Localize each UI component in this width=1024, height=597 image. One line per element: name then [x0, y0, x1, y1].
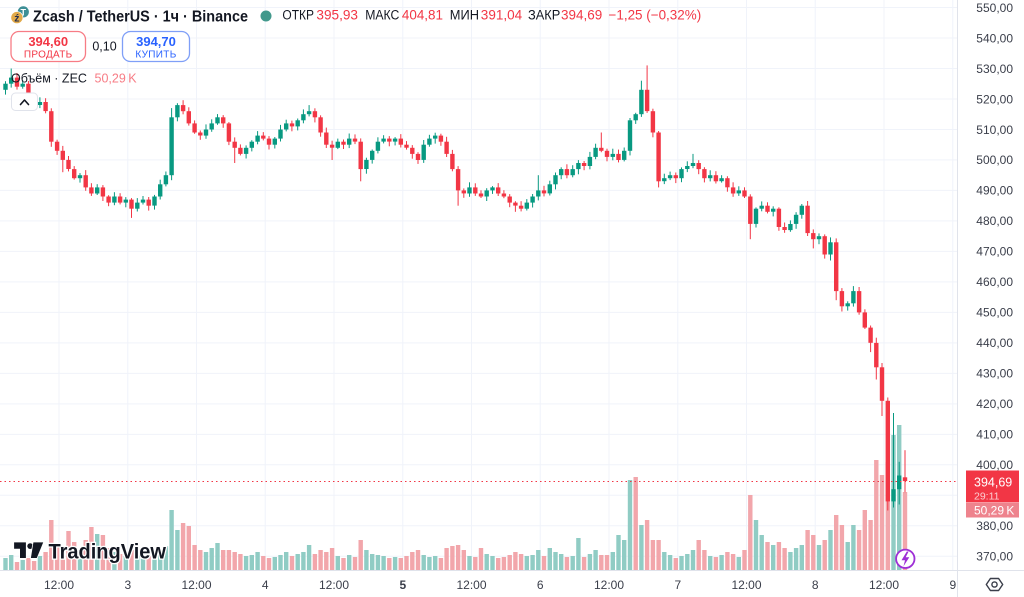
- svg-text:395,93: 395,93: [316, 8, 358, 23]
- svg-text:6: 6: [537, 578, 544, 592]
- svg-text:430,00: 430,00: [976, 367, 1013, 381]
- svg-text:7: 7: [674, 578, 681, 592]
- svg-text:12:00: 12:00: [456, 578, 486, 592]
- svg-text:550,00: 550,00: [976, 1, 1013, 15]
- svg-text:394,69: 394,69: [974, 476, 1012, 490]
- svg-text:ЗАКР: ЗАКР: [528, 8, 560, 23]
- svg-text:440,00: 440,00: [976, 336, 1013, 350]
- svg-text:Zcash / TetherUS · 1ч · Binanc: Zcash / TetherUS · 1ч · Binance: [33, 9, 248, 26]
- svg-text:МАКС: МАКС: [365, 8, 399, 23]
- svg-text:12:00: 12:00: [731, 578, 761, 592]
- svg-text:12:00: 12:00: [594, 578, 624, 592]
- svg-text:400,00: 400,00: [976, 458, 1013, 472]
- svg-text:8: 8: [812, 578, 819, 592]
- svg-text:370,00: 370,00: [976, 550, 1013, 564]
- svg-text:540,00: 540,00: [976, 31, 1013, 45]
- svg-text:404,81: 404,81: [402, 8, 443, 23]
- svg-text:12:00: 12:00: [869, 578, 899, 592]
- svg-text:ź: ź: [14, 12, 19, 24]
- svg-text:460,00: 460,00: [976, 275, 1013, 289]
- svg-text:391,04: 391,04: [481, 8, 523, 23]
- svg-text:410,00: 410,00: [976, 428, 1013, 442]
- svg-text:МИН: МИН: [450, 8, 479, 23]
- svg-text:394,69: 394,69: [561, 8, 602, 23]
- svg-text:ОТКР: ОТКР: [282, 8, 314, 23]
- svg-text:394,60: 394,60: [28, 34, 68, 49]
- svg-text:450,00: 450,00: [976, 306, 1013, 320]
- svg-text:9: 9: [949, 578, 956, 592]
- svg-text:530,00: 530,00: [976, 62, 1013, 76]
- svg-text:3: 3: [124, 578, 131, 592]
- svg-text:TradingView: TradingView: [49, 541, 167, 564]
- svg-text:394,70: 394,70: [136, 34, 176, 49]
- svg-text:Объём · ZEC: Объём · ZEC: [11, 72, 87, 86]
- svg-text:380,00: 380,00: [976, 519, 1013, 533]
- svg-text:520,00: 520,00: [976, 92, 1013, 106]
- svg-text:29:11: 29:11: [974, 491, 1000, 503]
- svg-text:4: 4: [262, 578, 269, 592]
- svg-text:ПРОДАТЬ: ПРОДАТЬ: [24, 50, 73, 61]
- svg-text:490,00: 490,00: [976, 184, 1013, 198]
- svg-text:420,00: 420,00: [976, 397, 1013, 411]
- svg-text:50,29 K: 50,29 K: [95, 72, 138, 86]
- svg-text:T: T: [21, 7, 27, 17]
- svg-text:12:00: 12:00: [319, 578, 349, 592]
- svg-text:500,00: 500,00: [976, 153, 1013, 167]
- svg-text:12:00: 12:00: [181, 578, 211, 592]
- svg-text:50,29 K: 50,29 K: [974, 504, 1014, 518]
- svg-text:480,00: 480,00: [976, 214, 1013, 228]
- svg-text:470,00: 470,00: [976, 245, 1013, 259]
- svg-text:0,10: 0,10: [92, 40, 116, 54]
- svg-text:−1,25 (−0,32%): −1,25 (−0,32%): [609, 8, 702, 23]
- svg-text:КУПИТЬ: КУПИТЬ: [135, 50, 176, 61]
- svg-text:510,00: 510,00: [976, 123, 1013, 137]
- svg-text:5: 5: [399, 578, 406, 592]
- svg-text:12:00: 12:00: [44, 578, 74, 592]
